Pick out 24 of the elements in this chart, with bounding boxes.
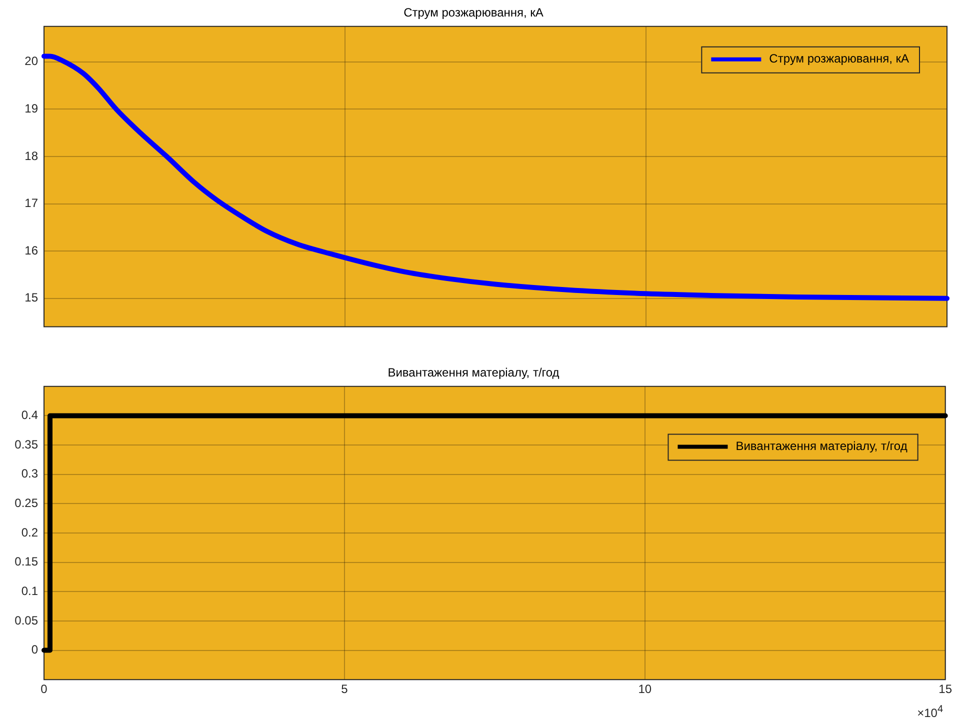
y-tick-label: 16 bbox=[24, 243, 38, 258]
x-tick-label: 15 bbox=[938, 682, 952, 696]
y-tick-label: 19 bbox=[24, 102, 38, 116]
y-tick-label: 0.1 bbox=[21, 584, 38, 598]
y-tick-label: 0.4 bbox=[21, 408, 38, 422]
x-tick-label: 5 bbox=[341, 682, 348, 696]
y-tick-label: 20 bbox=[24, 54, 38, 68]
legend-label: Вивантаження матеріалу, т/год bbox=[736, 439, 908, 454]
y-tick-label: 0.15 bbox=[14, 554, 38, 569]
y-tick-label: 15 bbox=[24, 290, 38, 305]
legend-label: Струм розжарювання, кА bbox=[769, 52, 909, 66]
y-tick-label: 18 bbox=[24, 148, 38, 163]
y-tick-label: 0.05 bbox=[14, 613, 38, 628]
y-tick-label: 0.35 bbox=[14, 437, 38, 452]
chart-title: Вивантаження матеріалу, т/год bbox=[388, 366, 560, 380]
y-tick-label: 0.3 bbox=[21, 466, 38, 481]
y-tick-label: 17 bbox=[24, 196, 38, 210]
chart-title: Струм розжарювання, кА bbox=[404, 6, 544, 20]
text: ×10$^{4}$ bbox=[917, 704, 943, 720]
x-tick-label: 0 bbox=[40, 682, 48, 696]
y-tick-label: 0.25 bbox=[14, 496, 38, 510]
y-tick-label: 0 bbox=[31, 642, 38, 657]
x-tick-label: 10 bbox=[638, 682, 652, 696]
y-tick-label: 0.2 bbox=[21, 525, 38, 540]
